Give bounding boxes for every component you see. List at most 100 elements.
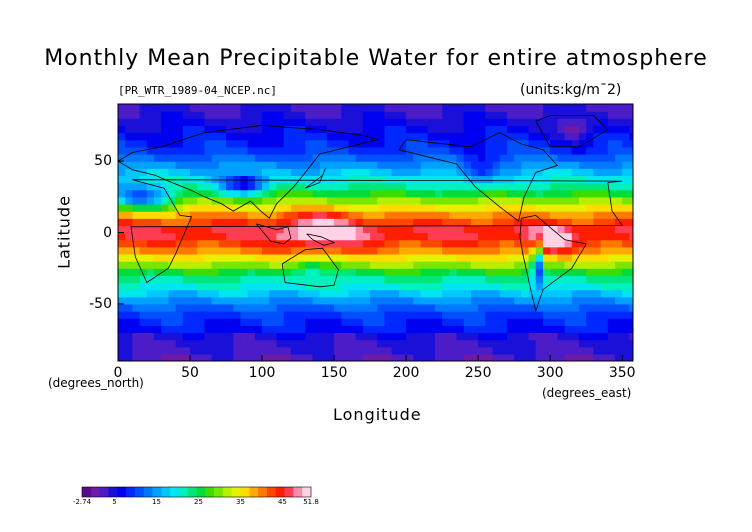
heatmap-cell	[571, 146, 580, 155]
heatmap-cell	[211, 203, 220, 212]
heatmap-cell	[564, 175, 573, 184]
heatmap-cell	[506, 311, 515, 319]
heatmap-cell	[600, 203, 609, 212]
heatmap-cell	[427, 353, 436, 361]
heatmap-cell	[571, 303, 580, 312]
heatmap-cell	[406, 325, 414, 334]
heatmap-cell	[449, 353, 458, 361]
heatmap-cell	[398, 104, 407, 112]
heatmap-cell	[492, 211, 501, 219]
heatmap-cell	[593, 218, 602, 226]
heatmap-cell	[254, 325, 263, 334]
heatmap-cell	[607, 168, 616, 176]
heatmap-cell	[377, 318, 386, 326]
heatmap-cell	[154, 239, 162, 248]
heatmap-cell	[204, 303, 213, 312]
heatmap-cell	[334, 153, 342, 162]
heatmap-cell	[614, 303, 623, 312]
heatmap-cell	[521, 118, 530, 127]
heatmap-cell	[614, 289, 623, 298]
heatmap-cell	[211, 153, 220, 162]
heatmap-cell	[593, 118, 602, 127]
heatmap-cell	[161, 275, 170, 284]
heatmap-cell	[485, 203, 494, 212]
heatmap-cell	[557, 168, 566, 176]
heatmap-cell	[521, 253, 530, 262]
heatmap-cell	[391, 189, 400, 198]
heatmap-cell	[197, 296, 206, 305]
heatmap-cell	[456, 253, 465, 262]
heatmap-cell	[298, 282, 306, 291]
heatmap-cell	[254, 311, 263, 319]
heatmap-cell	[218, 153, 227, 162]
heatmap-cell	[118, 325, 126, 334]
heatmap-cell	[240, 111, 249, 119]
heatmap-cell	[600, 332, 609, 341]
heatmap-cell	[391, 261, 400, 269]
heatmap-cell	[514, 196, 522, 205]
heatmap-cell	[262, 253, 270, 262]
heatmap-cell	[578, 346, 587, 355]
heatmap-cell	[442, 332, 450, 341]
heatmap-cell	[564, 268, 573, 276]
heatmap-cell	[305, 161, 314, 169]
heatmap-cell	[168, 246, 177, 255]
heatmap-cell	[139, 218, 148, 226]
heatmap-cell	[168, 175, 177, 184]
heatmap-cell	[247, 311, 256, 319]
heatmap-cell	[485, 189, 494, 198]
heatmap-cell	[377, 289, 386, 298]
heatmap-cell	[586, 339, 594, 348]
heatmap-cell	[398, 296, 407, 305]
heatmap-cell	[276, 161, 285, 169]
heatmap-cell	[377, 353, 386, 361]
heatmap-cell	[564, 196, 573, 205]
heatmap-cell	[218, 132, 227, 141]
heatmap-cell	[355, 153, 364, 162]
heatmap-cell	[622, 125, 630, 134]
heatmap-cell	[118, 218, 126, 226]
heatmap-cell	[434, 275, 443, 284]
heatmap-cell	[341, 239, 350, 248]
heatmap-cell	[247, 132, 256, 141]
heatmap-cell	[182, 353, 191, 361]
heatmap-cell	[326, 253, 335, 262]
heatmap-cell	[413, 211, 422, 219]
heatmap-cell	[607, 132, 616, 141]
heatmap-cell	[355, 325, 364, 334]
heatmap-cell	[182, 318, 191, 326]
heatmap-cell	[254, 168, 263, 176]
heatmap-cell	[593, 246, 602, 255]
heatmap-cell	[557, 303, 566, 312]
heatmap-cell	[175, 196, 184, 205]
heatmap-cell	[118, 139, 126, 148]
heatmap-cell	[283, 218, 292, 226]
heatmap-cell	[485, 325, 494, 334]
heatmap-cell	[492, 182, 501, 191]
heatmap-cell	[420, 139, 429, 148]
heatmap-cell	[247, 282, 256, 291]
heatmap-cell	[355, 253, 364, 262]
heatmap-cell	[190, 182, 198, 191]
heatmap-cell	[406, 261, 414, 269]
heatmap-cell	[247, 203, 256, 212]
heatmap-cell	[154, 104, 162, 112]
heatmap-cell	[434, 296, 443, 305]
heatmap-cell	[161, 146, 170, 155]
heatmap-cell	[139, 275, 148, 284]
heatmap-cell	[420, 203, 429, 212]
heatmap-cell	[384, 225, 393, 234]
heatmap-cell	[218, 232, 227, 241]
heatmap-cell	[348, 303, 357, 312]
heatmap-cell	[377, 261, 386, 269]
heatmap-cell	[506, 139, 515, 148]
heatmap-cell	[607, 246, 616, 255]
heatmap-cell	[298, 246, 306, 255]
heatmap-cell	[492, 161, 501, 169]
heatmap-cell	[406, 196, 414, 205]
heatmap-cell	[146, 332, 155, 341]
heatmap-cell	[571, 161, 580, 169]
heatmap-cell	[391, 111, 400, 119]
heatmap-cell	[233, 175, 242, 184]
heatmap-cell	[175, 275, 184, 284]
